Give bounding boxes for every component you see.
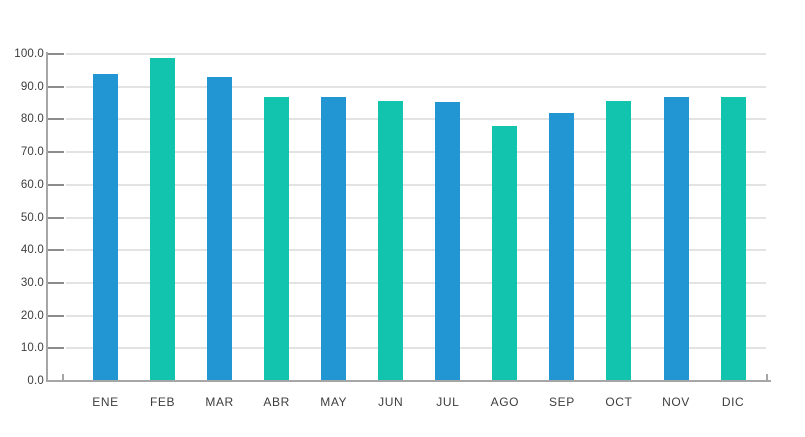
x-axis-label-DIC: DIC <box>721 395 745 409</box>
bar-DIC <box>720 96 746 381</box>
y-tick-50.0 <box>47 216 64 219</box>
y-axis-line <box>46 52 48 382</box>
y-tick-10.0 <box>47 347 64 350</box>
y-tick-60.0 <box>47 183 64 186</box>
gridline-50.0 <box>66 216 766 219</box>
x-axis-label-JUN: JUN <box>378 395 404 409</box>
y-tick-label-70.0: 70.0 <box>20 146 44 159</box>
x-axis-label-JUL: JUL <box>436 395 460 409</box>
y-tick-label-80.0: 80.0 <box>20 113 44 126</box>
x-axis-label-MAY: MAY <box>320 395 348 409</box>
gridline-30.0 <box>66 281 766 284</box>
bar-FEB <box>150 57 176 381</box>
x-axis-label-AGO: AGO <box>490 395 520 409</box>
y-tick-30.0 <box>47 281 64 284</box>
gridline-20.0 <box>66 314 766 317</box>
bar-ENE <box>93 73 118 381</box>
y-tick-100.0 <box>47 53 64 55</box>
gridline-10.0 <box>66 347 766 350</box>
gridline-40.0 <box>66 249 766 252</box>
bar-MAY <box>321 96 347 381</box>
bar-AGO <box>492 126 518 381</box>
bar-OCT <box>606 101 632 381</box>
y-tick-label-90.0: 90.0 <box>20 80 44 93</box>
y-tick-label-40.0: 40.0 <box>20 244 44 257</box>
gridline-80.0 <box>66 118 766 121</box>
x-axis-label-ENE: ENE <box>92 395 119 409</box>
bar-JUL <box>435 102 461 381</box>
x-axis-label-ABR: ABR <box>263 395 290 409</box>
bar-JUN <box>378 101 404 381</box>
x-axis-label-MAR: MAR <box>205 395 234 409</box>
x-axis-label-SEP: SEP <box>548 395 575 409</box>
y-tick-70.0 <box>47 151 64 154</box>
y-tick-label-100.0: 100.0 <box>14 48 44 60</box>
bar-NOV <box>663 96 689 381</box>
x-axis-label-NOV: NOV <box>662 395 690 409</box>
x-axis-label-FEB: FEB <box>149 395 176 409</box>
gridline-90.0 <box>66 85 766 88</box>
x-axis-label-OCT: OCT <box>605 395 633 409</box>
gridline-70.0 <box>66 151 766 154</box>
y-tick-label-50.0: 50.0 <box>20 211 44 224</box>
y-tick-label-0.0: 0.0 <box>27 375 44 387</box>
gridline-60.0 <box>66 183 766 186</box>
x-axis-end-tick-left <box>62 374 64 382</box>
x-axis-end-tick-right <box>766 374 768 382</box>
y-tick-label-30.0: 30.0 <box>20 276 44 289</box>
y-tick-40.0 <box>47 249 64 252</box>
y-tick-80.0 <box>47 118 64 121</box>
y-tick-label-20.0: 20.0 <box>20 309 44 322</box>
y-tick-20.0 <box>47 314 64 317</box>
bar-ABR <box>264 96 290 381</box>
bar-SEP <box>549 112 575 381</box>
y-tick-90.0 <box>47 85 64 88</box>
x-axis-line <box>46 380 771 382</box>
y-tick-label-10.0: 10.0 <box>20 342 44 355</box>
bar-MAR <box>207 77 233 381</box>
y-tick-label-60.0: 60.0 <box>20 178 44 191</box>
gridline-100.0 <box>66 53 766 55</box>
